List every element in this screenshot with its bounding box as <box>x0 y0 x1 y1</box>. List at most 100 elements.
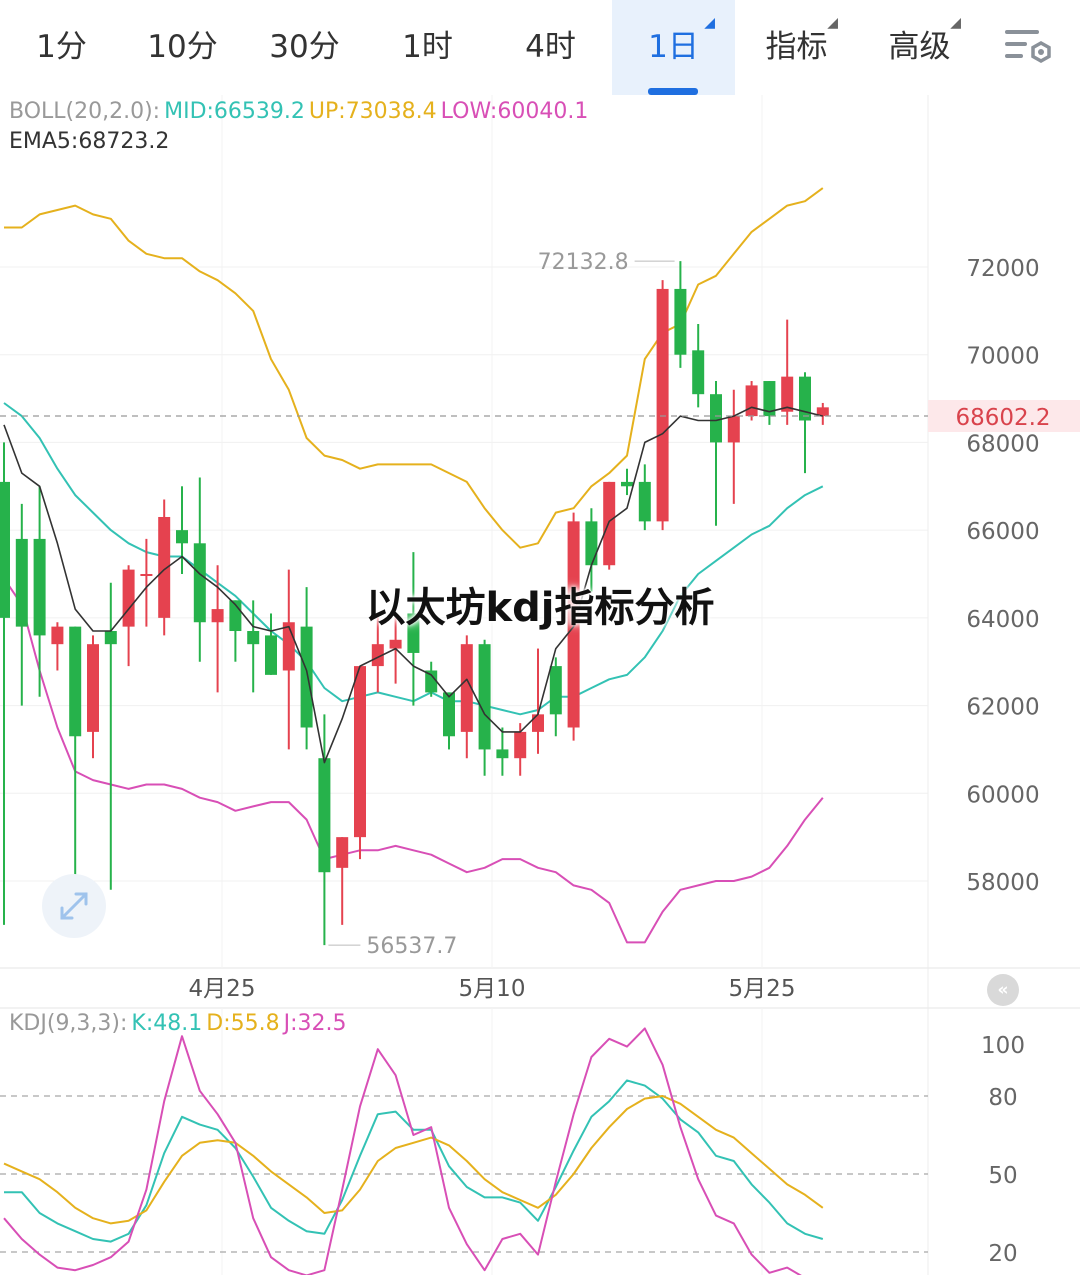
candle-body <box>460 644 473 732</box>
candle-body <box>781 376 794 412</box>
x-tick-label: 5月25 <box>729 976 796 1002</box>
candle-body <box>514 731 527 759</box>
chart-canvas: 72000 70000 68000 66000 64000 62000 60000 58000… <box>0 95 1080 1275</box>
candle-body <box>389 639 402 649</box>
tab-4[interactable]: 4时 <box>489 0 612 95</box>
tab-6[interactable]: 指标 ◢ <box>735 0 858 95</box>
settings-icon[interactable] <box>1003 28 1055 68</box>
boll-low-value: LOW:60040.1 <box>440 99 589 124</box>
candle-body <box>51 626 64 645</box>
high-price-label: 72132.8 <box>538 250 629 275</box>
ema5-line <box>3 406 823 764</box>
tab-0[interactable]: 1分 <box>0 0 123 95</box>
kdj-tick-label: 50 <box>988 1163 1017 1189</box>
tab-label: 4时 <box>525 29 576 65</box>
tab-label: 1日 <box>648 29 699 65</box>
tab-label: 1分 <box>36 29 87 65</box>
tab-7[interactable]: 高级 ◢ <box>858 0 981 95</box>
tab-1[interactable]: 10分 <box>121 0 244 95</box>
x-tick-label: 5月10 <box>459 976 526 1002</box>
y-tick-label: 60000 <box>966 782 1039 808</box>
dropdown-caret-icon: ◢ <box>704 15 715 31</box>
candle-body <box>158 516 171 618</box>
candle-body <box>585 521 598 566</box>
tab-label: 10分 <box>147 29 218 65</box>
candle-body <box>745 385 758 417</box>
candle-body <box>176 530 188 544</box>
y-tick-label: 68000 <box>966 431 1039 457</box>
kdj-d-line <box>3 1095 824 1225</box>
candle-body <box>674 288 687 355</box>
chevron-left-icon: « <box>997 980 1009 1000</box>
kdj-k-value: K:48.1 <box>131 1011 203 1036</box>
active-tab-indicator <box>648 88 698 95</box>
candle-body <box>193 543 206 623</box>
kdj-j-value: J:32.5 <box>283 1011 347 1036</box>
collapse-axis-button[interactable]: « <box>987 974 1019 1006</box>
candle-body <box>638 481 651 522</box>
candle-body <box>692 350 705 395</box>
boll-lower-line <box>3 577 824 944</box>
current-price-label: 68602.2 <box>955 405 1050 431</box>
candle-body <box>656 288 669 522</box>
candle-body <box>603 481 616 566</box>
tab-label: 30分 <box>269 29 340 65</box>
low-price-label: 56537.7 <box>366 934 457 959</box>
expand-icon <box>60 892 88 920</box>
kdj-j-line <box>3 1027 802 1275</box>
kdj-label: KDJ(9,3,3): <box>9 1011 128 1036</box>
candle-body <box>407 613 420 653</box>
candle-body <box>621 481 633 487</box>
candle-body <box>727 416 740 443</box>
candle-body <box>478 644 491 750</box>
watermark-title: 以太坊kdj指标分析 <box>365 585 715 631</box>
y-tick-label: 58000 <box>966 870 1039 896</box>
boll-mid-value: MID:66539.2 <box>164 99 305 124</box>
candle-body <box>354 666 366 838</box>
tab-3[interactable]: 1时 <box>366 0 489 95</box>
boll-label: BOLL(20,2.0): <box>9 99 161 124</box>
tab-2[interactable]: 30分 <box>243 0 366 95</box>
candle-body <box>211 609 224 623</box>
y-tick-label: 62000 <box>966 695 1039 721</box>
candle-body <box>763 381 776 417</box>
y-tick-label: 70000 <box>966 344 1039 370</box>
y-tick-label: 64000 <box>966 607 1039 633</box>
candle-body <box>140 574 153 576</box>
candle-body <box>33 538 46 636</box>
timeframe-tabs: 1分 10分 30分 1时 4时 1日 ◢ 指标 ◢ 高级 ◢ <box>0 0 1080 95</box>
y-tick-label: 72000 <box>966 256 1039 282</box>
dropdown-caret-icon: ◢ <box>827 15 838 31</box>
candle-body <box>371 644 384 667</box>
candle-body <box>69 626 82 737</box>
candle-body <box>799 376 811 421</box>
tab-label: 高级 <box>888 29 951 65</box>
candle-body <box>425 670 438 693</box>
candle-body <box>549 666 562 715</box>
candle-body <box>265 635 277 675</box>
kdj-tick-label: 80 <box>988 1085 1017 1111</box>
candle-body <box>318 758 331 873</box>
ema-value: EMA5:68723.2 <box>9 129 170 154</box>
candle-body <box>443 692 455 737</box>
tab-5[interactable]: 1日 ◢ <box>612 0 735 95</box>
y-tick-label: 66000 <box>966 519 1039 545</box>
kdj-tick-label: 20 <box>988 1241 1017 1267</box>
kdj-d-value: D:55.8 <box>206 1011 280 1036</box>
expand-chart-button[interactable] <box>42 874 106 938</box>
boll-legend: BOLL(20,2.0): MID:66539.2 UP:73038.4 LOW:60… <box>9 99 592 124</box>
candle-body <box>496 749 509 759</box>
candle-body <box>247 631 260 645</box>
candle-body <box>104 631 117 645</box>
kdj-tick-label: 100 <box>981 1033 1025 1059</box>
ema-legend: EMA5:68723.2 <box>9 129 173 154</box>
candle-body <box>532 714 544 732</box>
tab-label: 1时 <box>402 29 453 65</box>
x-tick-label: 4月25 <box>189 976 256 1002</box>
candle-body <box>0 481 10 618</box>
tab-label: 指标 <box>765 29 828 65</box>
current-price-tag <box>928 400 1080 433</box>
kdj-legend: KDJ(9,3,3): K:48.1 D:55.8 J:32.5 <box>9 1011 350 1036</box>
candle-body <box>710 394 722 443</box>
dropdown-caret-icon: ◢ <box>950 15 961 31</box>
